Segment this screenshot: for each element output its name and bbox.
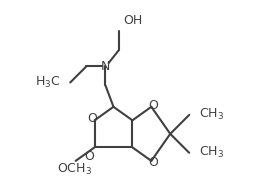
Text: N: N: [101, 60, 110, 73]
Text: O: O: [84, 150, 94, 163]
Text: O: O: [148, 99, 158, 112]
Text: OH: OH: [123, 14, 142, 27]
Text: H$_3$C: H$_3$C: [35, 75, 61, 90]
Text: O: O: [88, 113, 98, 126]
Text: O: O: [148, 156, 158, 169]
Text: CH$_3$: CH$_3$: [199, 145, 224, 160]
Text: CH$_3$: CH$_3$: [199, 107, 224, 122]
Text: OCH$_3$: OCH$_3$: [57, 161, 92, 176]
